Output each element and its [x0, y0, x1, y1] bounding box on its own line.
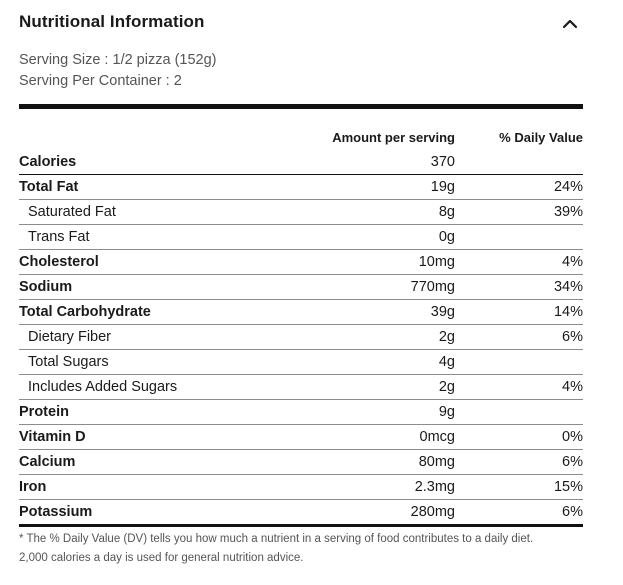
table-row: Trans Fat 0g: [19, 225, 583, 250]
nutrient-daily-value: 39%: [553, 204, 583, 220]
nutrient-amount: 8g: [438, 204, 455, 220]
column-header-daily-value: % Daily Value: [499, 130, 583, 145]
table-row: Total Fat 19g 24%: [19, 175, 583, 200]
table-row: Sodium 770mg 34%: [19, 275, 583, 300]
nutrient-amount: 39g: [430, 304, 455, 320]
nutrient-name: Potassium: [19, 504, 93, 520]
nutrient-name: Sodium: [19, 279, 73, 295]
nutrient-amount: 10mg: [418, 254, 455, 270]
collapse-toggle-button[interactable]: [558, 12, 582, 36]
footnote-line: 2,000 calories a day is used for general…: [19, 552, 304, 564]
table-row: Calories 370: [19, 150, 583, 175]
column-header-amount: Amount per serving: [332, 130, 455, 145]
table-row: Saturated Fat 8g 39%: [19, 200, 583, 225]
nutrient-amount: 0g: [438, 229, 455, 245]
nutrient-name: Saturated Fat: [28, 204, 116, 220]
footnote: * The % Daily Value (DV) tells you how m…: [19, 530, 589, 568]
panel-title: Nutritional Information: [19, 12, 205, 31]
table-row: Iron 2.3mg 15%: [19, 475, 583, 500]
nutrient-daily-value: 34%: [553, 279, 583, 295]
nutrient-daily-value: 6%: [562, 329, 583, 345]
nutrient-amount: 4g: [438, 354, 455, 370]
servings-per-container-value: 2: [173, 73, 182, 89]
nutrient-name: Calories: [19, 154, 77, 170]
table-row: Includes Added Sugars 2g 4%: [19, 375, 583, 400]
nutrient-name: Total Carbohydrate: [19, 304, 151, 320]
nutrient-name: Iron: [19, 479, 47, 495]
nutrition-table: Amount per serving % Daily Value Calorie…: [19, 124, 583, 527]
serving-size-line: Serving Size : 1/2 pizza (152g): [19, 50, 216, 71]
nutrient-name: Cholesterol: [19, 254, 99, 270]
table-row: Vitamin D 0mcg 0%: [19, 425, 583, 450]
nutrient-amount: 9g: [438, 404, 455, 420]
nutrient-name: Calcium: [19, 454, 76, 470]
section-divider: [19, 104, 583, 109]
nutrient-name: Protein: [19, 404, 69, 420]
table-row: Calcium 80mg 6%: [19, 450, 583, 475]
panel-header: Nutritional Information: [19, 12, 584, 36]
serving-info: Serving Size : 1/2 pizza (152g) Serving …: [19, 50, 216, 92]
nutrient-daily-value: 14%: [553, 304, 583, 320]
nutrient-amount: 19g: [430, 179, 455, 195]
nutrient-daily-value: 4%: [562, 379, 583, 395]
serving-size-value: 1/2 pizza (152g): [112, 52, 217, 68]
nutrient-amount: 0mcg: [419, 429, 455, 445]
nutrient-daily-value: 24%: [553, 179, 583, 195]
nutrient-amount: 2.3mg: [414, 479, 455, 495]
table-row: Potassium 280mg 6%: [19, 500, 583, 527]
nutrient-name: Vitamin D: [19, 429, 86, 445]
nutrient-daily-value: 0%: [562, 429, 583, 445]
nutrient-amount: 2g: [438, 379, 455, 395]
table-row: Protein 9g: [19, 400, 583, 425]
nutrient-amount: 80mg: [418, 454, 455, 470]
footnote-line: * The % Daily Value (DV) tells you how m…: [19, 533, 534, 545]
nutrient-amount: 370: [430, 154, 455, 170]
table-header: Amount per serving % Daily Value: [19, 124, 583, 150]
nutrient-name: Dietary Fiber: [28, 329, 111, 345]
nutrient-amount: 770mg: [410, 279, 455, 295]
nutrient-daily-value: 15%: [553, 479, 583, 495]
nutrient-name: Includes Added Sugars: [28, 379, 178, 395]
nutrient-amount: 280mg: [410, 504, 455, 520]
nutrient-daily-value: 6%: [562, 504, 583, 520]
servings-per-container-line: Serving Per Container : 2: [19, 71, 216, 92]
nutrient-daily-value: 4%: [562, 254, 583, 270]
nutrient-name: Total Fat: [19, 179, 79, 195]
table-row: Cholesterol 10mg 4%: [19, 250, 583, 275]
nutrient-name: Total Sugars: [28, 354, 109, 370]
chevron-up-icon: [562, 19, 578, 29]
table-body: Calories 370 Total Fat 19g 24% Saturated Fat 8…: [19, 150, 583, 527]
nutrient-name: Trans Fat: [28, 229, 90, 245]
nutrient-amount: 2g: [438, 329, 455, 345]
table-row: Dietary Fiber 2g 6%: [19, 325, 583, 350]
servings-per-container-label: Serving Per Container :: [19, 73, 170, 89]
nutrient-daily-value: 6%: [562, 454, 583, 470]
serving-size-label: Serving Size :: [19, 52, 109, 68]
table-row: Total Sugars 4g: [19, 350, 583, 375]
table-row: Total Carbohydrate 39g 14%: [19, 300, 583, 325]
